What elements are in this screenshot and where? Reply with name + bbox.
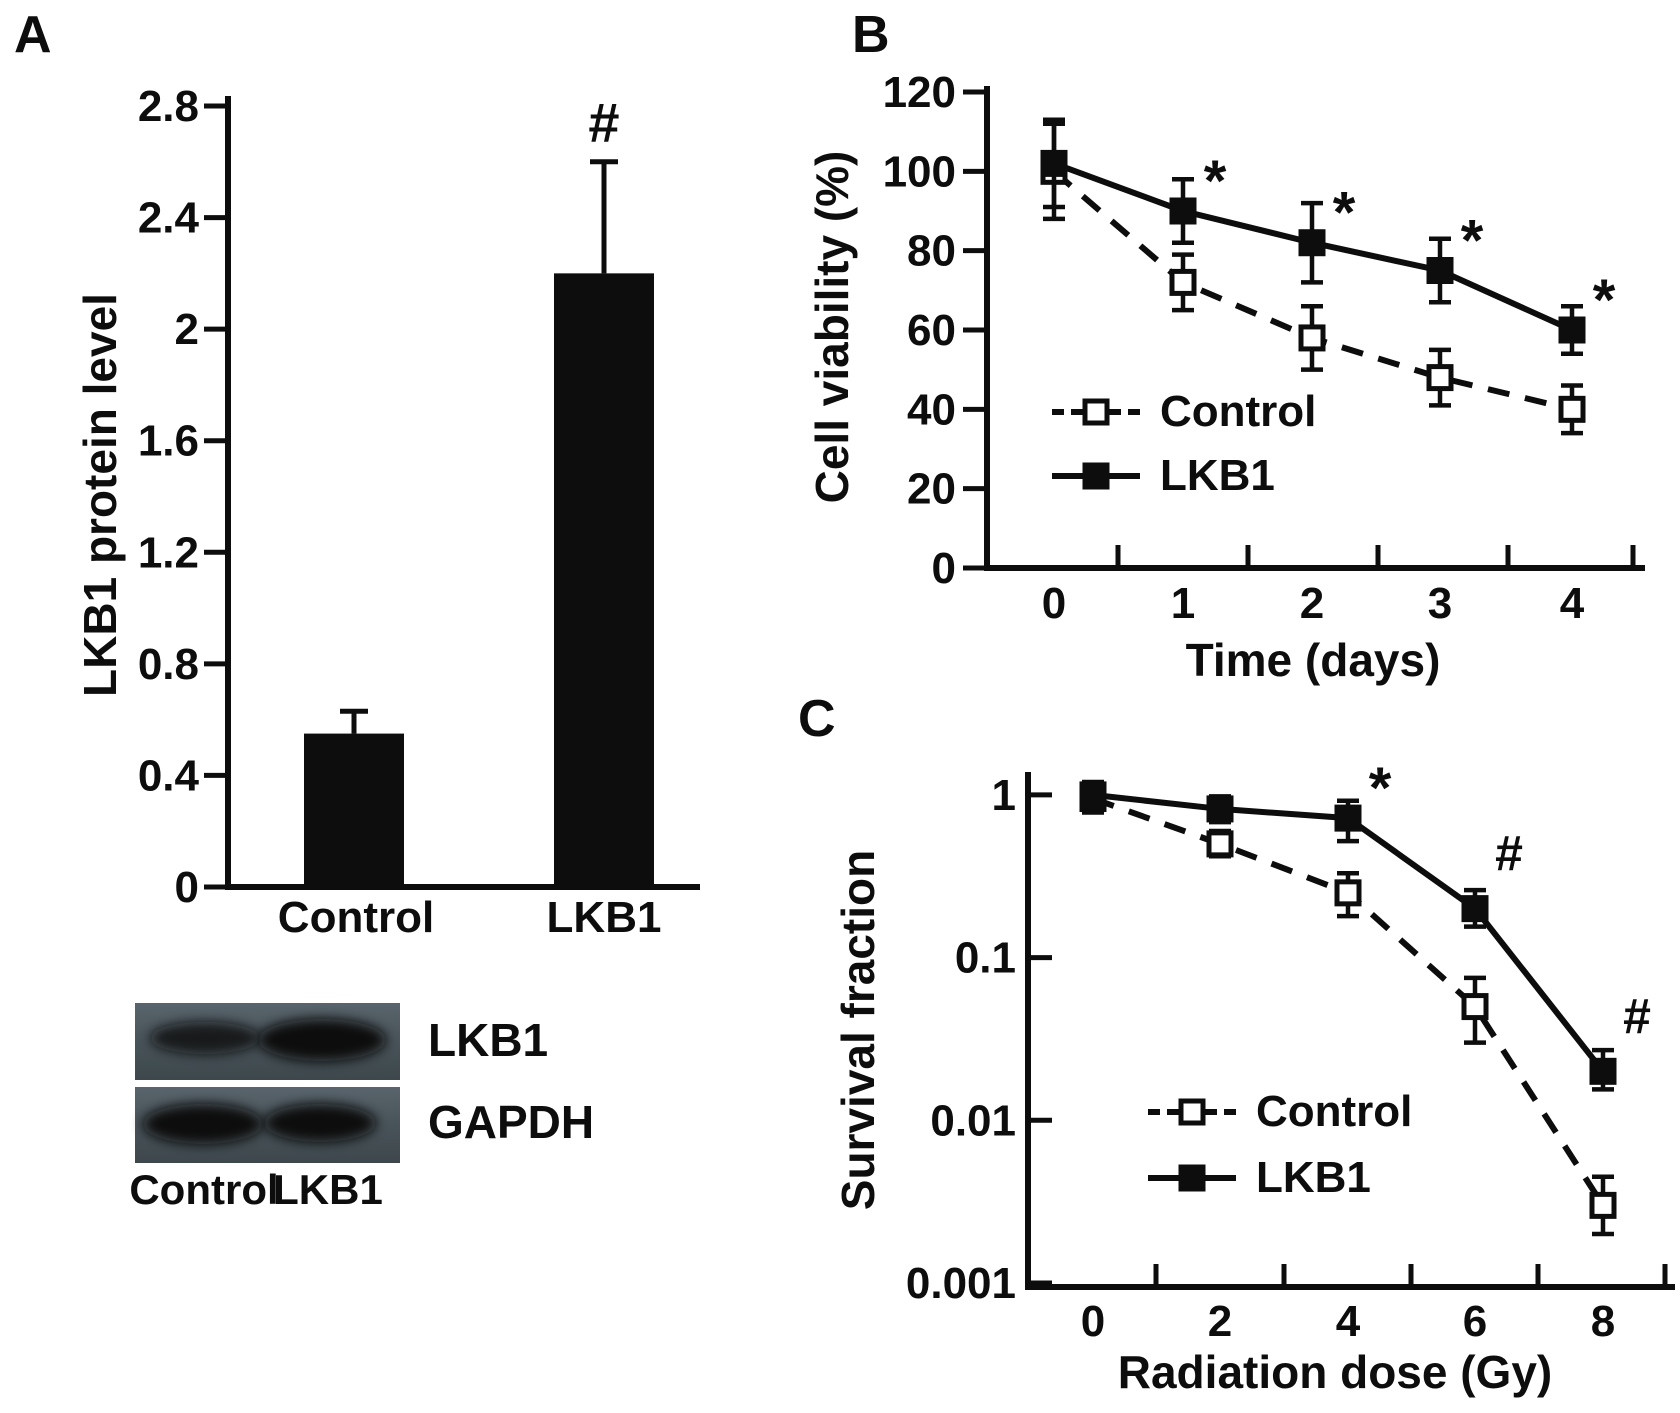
panel-b-legend-control: Control	[1052, 388, 1316, 436]
panel-c-marker-lkb1	[1461, 895, 1489, 923]
panel-c-legend-lkb1-label: LKB1	[1256, 1153, 1371, 1202]
panel-b-significance-asterisk: *	[1333, 181, 1356, 246]
blot-lane-label-lkb1: LKB1	[273, 1166, 383, 1213]
solid-line-legend-icon	[1148, 1164, 1236, 1192]
blot-band-gapdh-lkb1	[264, 1104, 376, 1142]
blot-row-label-gapdh: GAPDH	[428, 1096, 595, 1148]
panel-b-marker-control	[1558, 395, 1586, 423]
panel-a-y-tick-label: 0.4	[138, 751, 200, 800]
panel-c-marker-control	[1334, 879, 1362, 907]
panel-b-y-tick-label: 60	[907, 306, 956, 355]
panel-c-legend-lkb1: LKB1	[1148, 1154, 1371, 1202]
panel-b-x-tick-label: 2	[1300, 579, 1324, 628]
panel-c-x-tick-label: 0	[1081, 1297, 1105, 1346]
panel-b-marker-control	[1298, 324, 1326, 352]
panel-a-y-tick-label: 0.8	[138, 640, 199, 689]
panel-c-marker-control	[1461, 993, 1489, 1021]
panel-c-y-tick-label: 0.1	[955, 934, 1016, 983]
panel-c-marker-control	[1206, 830, 1234, 858]
panel-c-marker-lkb1	[1206, 795, 1234, 823]
panel-c-significance-hash: #	[1495, 826, 1523, 882]
panel-b-letter: B	[852, 6, 890, 64]
panel-c-y-tick-label: 1	[992, 771, 1016, 820]
panel-b-marker-control	[1169, 268, 1197, 296]
panel-b-y-tick-label: 100	[883, 147, 956, 196]
panel-b-x-tick-label: 3	[1428, 579, 1452, 628]
panel-b-legend-lkb1: LKB1	[1052, 452, 1275, 500]
panel-a-y-tick-label: 2	[175, 305, 199, 354]
panel-c-x-axis-title: Radiation dose (Gy)	[1117, 1346, 1553, 1398]
open-square-marker-icon	[1082, 398, 1110, 426]
panel-a-y-tick-label: 1.6	[138, 417, 199, 466]
blot-lane-label-control: Control	[129, 1166, 279, 1213]
panel-b-x-tick-label: 1	[1171, 579, 1195, 628]
panel-c-x-tick-label: 8	[1591, 1297, 1615, 1346]
panel-a-y-tick-label: 2.8	[138, 82, 199, 131]
panel-c-y-axis-title: Survival fraction	[832, 849, 884, 1211]
panel-c-legend-control: Control	[1148, 1088, 1412, 1136]
panel-b-marker-lkb1	[1426, 256, 1454, 284]
panel-b-x-tick-label: 4	[1560, 579, 1585, 628]
panel-a-significance-hash: #	[588, 91, 619, 154]
panel-c-marker-lkb1	[1589, 1057, 1617, 1085]
panel-b-y-tick-label: 20	[907, 465, 956, 514]
panel-a-bar-lkb1	[554, 273, 654, 887]
panel-b-significance-asterisk: *	[1461, 208, 1484, 273]
panel-b-y-tick-label: 80	[907, 227, 956, 276]
panel-b-y-tick-label: 40	[907, 385, 956, 434]
panel-c-significance-asterisk: *	[1369, 756, 1392, 821]
panel-a-y-tick-label: 0	[175, 863, 199, 912]
panel-c-x-tick-label: 6	[1463, 1297, 1487, 1346]
panel-b-legend-lkb1-label: LKB1	[1160, 451, 1275, 500]
panel-a-category-control: Control	[277, 893, 435, 942]
panel-c-legend-control-label: Control	[1256, 1087, 1413, 1136]
panel-b-x-tick-label: 0	[1042, 579, 1066, 628]
panel-b-marker-lkb1	[1298, 229, 1326, 257]
panel-b-marker-control	[1426, 364, 1454, 392]
panel-b-marker-lkb1	[1558, 316, 1586, 344]
panel-c-marker-lkb1	[1334, 804, 1362, 832]
panel-c-line-control	[1091, 795, 1606, 1207]
blot-band-gapdh-control	[143, 1104, 263, 1144]
panel-c-y-tick-label: 0.001	[906, 1259, 1016, 1308]
blot-band-lkb1-control	[150, 1022, 260, 1054]
panel-c-x-tick-label: 2	[1208, 1297, 1232, 1346]
panel-b-significance-asterisk: *	[1593, 268, 1616, 333]
blot-row-label-lkb1: LKB1	[428, 1014, 549, 1066]
panel-a-y-axis-title: LKB1 protein level	[74, 293, 126, 697]
open-square-marker-icon	[1178, 1098, 1206, 1126]
panel-c-significance-hash: #	[1623, 988, 1651, 1044]
panel-b-y-tick-label: 120	[883, 68, 956, 117]
panel-a-y-tick-label: 2.4	[138, 194, 200, 243]
filled-square-marker-icon	[1178, 1164, 1206, 1192]
panel-b-marker-lkb1	[1040, 149, 1068, 177]
blot-band-lkb1-lkb1	[258, 1019, 386, 1061]
panel-c-letter: C	[798, 690, 836, 748]
panel-b-marker-lkb1	[1169, 197, 1197, 225]
solid-line-legend-icon	[1052, 462, 1140, 490]
panel-a-category-lkb1: LKB1	[546, 893, 662, 942]
panel-a-y-tick-label: 1.2	[138, 528, 199, 577]
panel-b-x-axis-title: Time (days)	[1185, 634, 1441, 686]
panel-b-y-tick-label: 0	[932, 544, 956, 593]
dashed-line-legend-icon	[1052, 398, 1140, 426]
filled-square-marker-icon	[1082, 462, 1110, 490]
dashed-line-legend-icon	[1148, 1098, 1236, 1126]
panel-a-bar-control	[304, 733, 404, 887]
panel-c-x-tick-label: 4	[1336, 1297, 1361, 1346]
panel-b-legend-control-label: Control	[1160, 387, 1317, 436]
panel-c-marker-control	[1589, 1191, 1617, 1219]
panel-c-marker-lkb1	[1079, 781, 1107, 809]
panel-c-y-tick-label: 0.01	[930, 1096, 1016, 1145]
panel-c-axis	[1025, 772, 1675, 1290]
panel-a-letter: A	[14, 6, 52, 64]
panel-b-y-axis-title: Cell viability (%)	[806, 150, 858, 504]
panel-b-significance-asterisk: *	[1204, 149, 1227, 214]
